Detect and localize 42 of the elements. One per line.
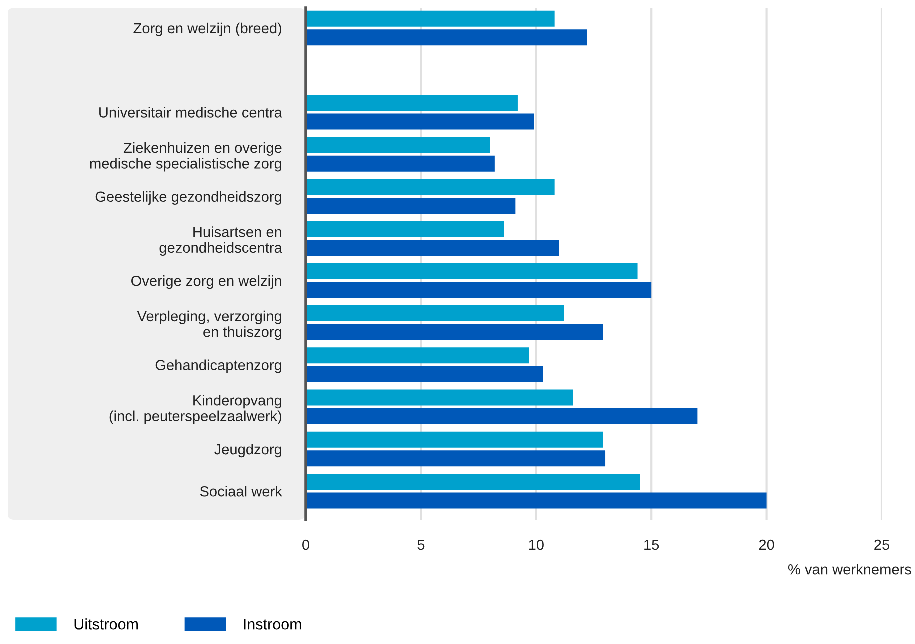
bar: [306, 95, 518, 112]
bar: [306, 408, 698, 425]
y-tick-label: Gehandicaptenzorg: [156, 360, 282, 374]
bar: [306, 492, 767, 509]
bar: [306, 324, 604, 340]
bar: [306, 450, 606, 467]
bar: [306, 390, 574, 406]
bar: [306, 432, 604, 448]
y-tick-label: Jeugdzorg: [214, 444, 282, 458]
bar: [306, 263, 638, 280]
bar: [306, 348, 530, 364]
legend-label: Uitstroom: [74, 618, 138, 630]
x-axis-title: % van werknemers: [788, 564, 912, 575]
bar: [306, 137, 490, 154]
y-tick-label: Overige zorg en welzijn: [132, 276, 282, 290]
x-tick-label: 0: [302, 540, 310, 550]
bar: [306, 282, 652, 298]
y-tick-label: Kinderopvang (incl. peuterspeelzaalwerk): [110, 395, 282, 424]
bar: [306, 114, 534, 130]
legend-label: Instroom: [244, 619, 302, 630]
y-tick-label: Verpleging, verzorging en thuiszorg: [137, 310, 282, 340]
bar: [306, 240, 560, 256]
bar: [306, 10, 555, 27]
x-tick-label: 25: [874, 540, 890, 550]
x-tick-label: 15: [644, 540, 660, 550]
bar: [306, 156, 495, 172]
bar: [306, 179, 555, 196]
x-tick-label: 5: [418, 540, 425, 550]
bar: [306, 306, 564, 322]
bar: [306, 30, 588, 46]
bar: [306, 198, 516, 214]
bar: [306, 474, 640, 490]
y-tick-label: Huisartsen en gezondheidscentra: [160, 226, 282, 256]
y-tick-label: Ziekenhuizen en overige medische specialistische zorg: [90, 142, 282, 172]
bar: [306, 366, 544, 382]
bar: [306, 221, 504, 238]
y-tick-label: Geestelijke gezondheidszorg: [96, 191, 282, 205]
y-tick-label: Zorg en welzijn (breed): [134, 22, 282, 37]
y-tick-label: Universitair medische centra: [100, 107, 282, 118]
y-tick-label: Sociaal werk: [200, 486, 282, 497]
x-tick-label: 20: [759, 540, 774, 550]
x-tick-label: 10: [529, 540, 544, 550]
